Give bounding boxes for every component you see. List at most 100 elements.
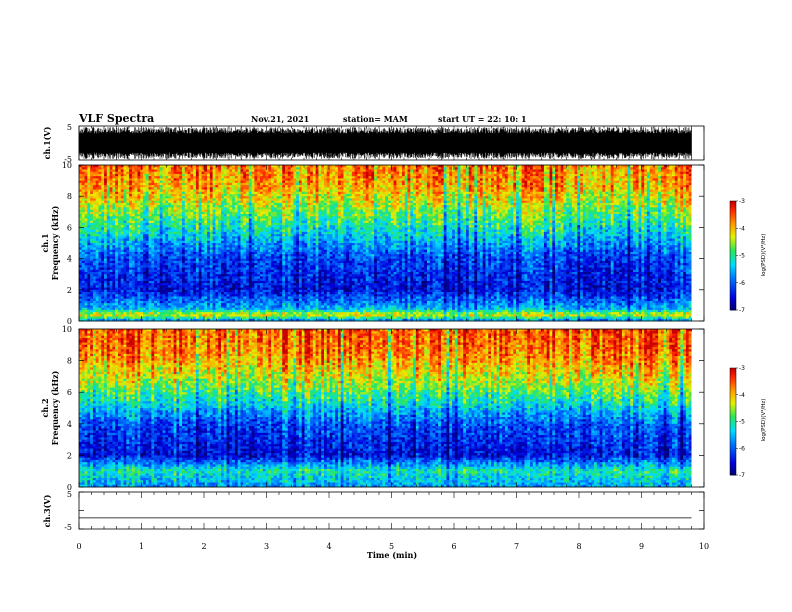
spectrogram-cell — [260, 223, 263, 226]
spectrogram-cell — [118, 243, 121, 246]
spectrogram-cell — [238, 187, 241, 190]
spectrogram-cell — [165, 247, 168, 250]
spectrogram-cell — [112, 305, 115, 308]
spectrogram-cell — [135, 212, 138, 215]
spectrogram-cell — [202, 245, 205, 248]
spectrogram-cell — [79, 276, 82, 279]
spectrogram-cell — [218, 192, 221, 195]
spectrogram-cell — [85, 192, 88, 195]
spectrogram-cell — [174, 178, 177, 181]
spectrogram-cell — [196, 252, 199, 255]
spectrogram-cell — [107, 203, 110, 206]
spectrogram-cell — [185, 288, 188, 291]
spectrogram-cell — [207, 239, 210, 242]
spectrogram-cell — [257, 283, 260, 286]
spectrogram-cell — [185, 183, 188, 186]
spectrogram-cell — [263, 203, 266, 206]
spectrogram-cell — [112, 232, 115, 235]
spectrogram-cell — [140, 181, 143, 184]
spectrogram-cell — [98, 187, 101, 190]
spectrogram-cell — [199, 288, 202, 291]
spectrogram-cell — [165, 256, 168, 259]
spectrogram-cell — [263, 227, 266, 230]
spectrogram-cell — [85, 281, 88, 284]
spectrogram-cell — [179, 192, 182, 195]
spectrogram-cell — [227, 268, 230, 271]
spectrogram-cell — [137, 234, 140, 237]
spectrogram-cell — [171, 190, 174, 193]
spectrogram-cell — [85, 172, 88, 175]
spectrogram-cell — [238, 236, 241, 239]
spectrogram-cell — [168, 281, 171, 284]
spectrogram-cell — [207, 205, 210, 208]
spectrogram-cell — [227, 207, 230, 210]
spectrogram-cell — [126, 261, 129, 264]
spectrogram-cell — [210, 190, 213, 193]
spectrogram-cell — [79, 314, 82, 317]
spectrogram-cell — [132, 263, 135, 266]
spectrogram-cell — [171, 272, 174, 275]
spectrogram-cell — [193, 212, 196, 215]
spectrogram-cell — [271, 218, 274, 221]
spectrogram-cell — [143, 181, 146, 184]
spectrogram-cell — [207, 172, 210, 175]
spectrogram-cell — [190, 236, 193, 239]
spectrogram-cell — [93, 183, 96, 186]
spectrogram-cell — [193, 207, 196, 210]
spectrogram-cell — [168, 290, 171, 293]
spectrogram-cell — [115, 312, 118, 315]
spectrogram-cell — [227, 234, 230, 237]
spectrogram-cell — [115, 203, 118, 206]
spectrogram-cell — [118, 285, 121, 288]
spectrogram-cell — [229, 207, 232, 210]
spectrogram-cell — [163, 279, 166, 282]
spectrogram-cell — [85, 305, 88, 308]
spectrogram-cell — [240, 243, 243, 246]
spectrogram-cell — [213, 167, 216, 170]
spectrogram-cell — [79, 214, 82, 217]
spectrogram-cell — [204, 294, 207, 297]
spectrogram-cell — [163, 310, 166, 313]
spectrogram-cell — [104, 245, 107, 248]
spectrogram-cell — [101, 241, 104, 244]
spectrogram-cell — [210, 290, 213, 293]
spectrogram-cell — [163, 301, 166, 304]
spectrogram-cell — [115, 292, 118, 295]
spectrogram-cell — [204, 178, 207, 181]
spectrogram-cell — [118, 221, 121, 224]
spectrogram-cell — [252, 176, 255, 179]
spectrogram-cell — [171, 259, 174, 262]
spectrogram-cell — [140, 201, 143, 204]
spectrogram-cell — [199, 178, 202, 181]
spectrogram-cell — [107, 190, 110, 193]
spectrogram-cell — [202, 210, 205, 213]
spectrogram-cell — [96, 308, 99, 311]
spectrogram-cell — [85, 303, 88, 306]
spectrogram-cell — [90, 250, 93, 253]
spectrogram-cell — [112, 194, 115, 197]
spectrogram-cell — [207, 241, 210, 244]
spectrogram-cell — [154, 227, 157, 230]
spectrogram-cell — [140, 272, 143, 275]
spectrogram-cell — [151, 190, 154, 193]
spectrogram-cell — [271, 279, 274, 282]
spectrogram-cell — [196, 296, 199, 299]
spectrogram-cell — [229, 172, 232, 175]
spectrogram-cell — [204, 214, 207, 217]
spectrogram-cell — [110, 236, 113, 239]
spectrogram-cell — [252, 216, 255, 219]
spectrogram-cell — [213, 223, 216, 226]
spectrogram-cell — [199, 274, 202, 277]
spectrogram-cell — [168, 312, 171, 315]
spectrogram-cell — [160, 310, 163, 313]
spectrogram-cell — [182, 185, 185, 188]
spectrogram-cell — [107, 312, 110, 315]
spectrogram-cell — [157, 303, 160, 306]
spectrogram-cell — [243, 314, 246, 317]
spectrogram-cell — [126, 167, 129, 170]
spectrogram-cell — [163, 312, 166, 315]
spectrogram-cell — [112, 290, 115, 293]
spectrogram-cell — [110, 288, 113, 291]
spectrogram-cell — [168, 254, 171, 257]
spectrogram-cell — [218, 305, 221, 308]
